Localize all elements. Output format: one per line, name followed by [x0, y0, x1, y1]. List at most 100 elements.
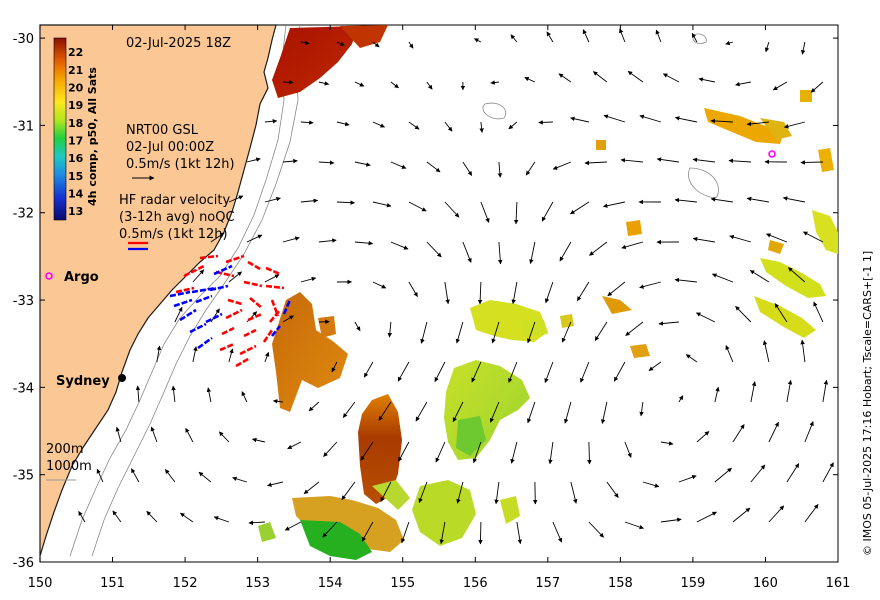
sst-patch	[300, 520, 372, 560]
latitude-tick-label: -36	[13, 556, 34, 571]
current-arrow	[78, 511, 86, 523]
current-arrow	[548, 441, 554, 465]
current-arrow	[526, 321, 536, 344]
sydney-location: Sydney	[56, 374, 126, 389]
current-arrow	[762, 340, 770, 363]
current-arrow	[444, 201, 460, 218]
current-arrow	[397, 361, 410, 382]
colorbar-tick-label: 16	[68, 152, 84, 165]
current-arrow	[558, 73, 572, 83]
current-arrow	[602, 201, 625, 208]
current-arrow	[678, 395, 684, 403]
sst-patch	[626, 220, 642, 236]
current-arrow	[570, 481, 578, 504]
current-arrow	[300, 40, 310, 46]
current-arrow	[510, 441, 518, 464]
sst-patch	[818, 148, 834, 172]
current-arrow	[786, 463, 800, 483]
latitude-tick-label: -30	[13, 32, 34, 47]
current-arrow	[378, 401, 392, 421]
current-arrow	[774, 303, 788, 323]
sst-patch	[760, 118, 792, 140]
current-arrow	[342, 401, 356, 418]
current-arrow	[594, 321, 608, 341]
argo-legend: Argo	[45, 270, 99, 285]
current-arrow	[698, 77, 715, 83]
colorbar-tick-label: 18	[68, 117, 83, 130]
current-arrow	[563, 401, 572, 424]
current-arrow	[541, 201, 554, 222]
current-arrow	[112, 510, 122, 523]
longitude-tick-label: 154	[318, 576, 343, 591]
current-arrow	[341, 481, 356, 501]
current-arrow	[318, 81, 330, 86]
current-arrow	[282, 236, 300, 243]
colorbar-tick-label: 13	[68, 205, 83, 218]
current-arrow	[639, 114, 662, 123]
credit-text: © IMOS 05-Jul-2025 17:16 Hobart; Tscale=…	[861, 251, 874, 556]
current-arrow	[284, 521, 302, 531]
date-title: 02-Jul-2025 18Z	[126, 36, 231, 51]
latitude-tick-label: -33	[13, 294, 34, 309]
current-arrow	[639, 281, 662, 289]
current-arrow	[782, 196, 805, 203]
sst-patch	[812, 210, 838, 254]
current-arrow	[750, 381, 757, 403]
current-arrow	[156, 345, 162, 363]
current-arrow	[570, 116, 589, 123]
latitude-tick-label: -32	[13, 207, 34, 222]
current-arrow	[390, 241, 409, 250]
current-arrow	[171, 385, 176, 403]
current-arrow	[372, 41, 380, 48]
current-arrow	[800, 339, 806, 363]
sst-patch	[358, 394, 402, 504]
current-arrow	[584, 160, 607, 166]
longitude-tick-label: 151	[100, 576, 125, 591]
current-arrow	[471, 361, 482, 383]
altimetry-legend: NRT00 GSL 02-Jul 00:00Z 0.5m/s (1kt 12h)	[126, 123, 235, 181]
current-arrow	[361, 521, 374, 542]
hf-radar-legend: HF radar velocity (3-12h avg) noQC 0.5m/…	[119, 193, 235, 251]
current-arrow	[115, 426, 122, 443]
current-arrow	[473, 38, 482, 43]
current-arrow	[822, 379, 829, 403]
current-arrow	[264, 119, 278, 124]
colorbar-tick-label: 15	[68, 170, 83, 183]
current-arrow	[218, 431, 230, 443]
colorbar-tick-label: 14	[68, 187, 84, 200]
current-arrow	[408, 201, 427, 212]
current-arrow	[561, 321, 572, 343]
colorbar-tick-label: 17	[68, 134, 83, 147]
current-arrow	[513, 201, 519, 225]
longitude-tick-label: 161	[826, 576, 851, 591]
current-arrow	[732, 507, 751, 523]
current-arrow	[766, 233, 788, 243]
current-arrow	[696, 431, 710, 443]
altimetry-legend-line2: 02-Jul 00:00Z	[126, 140, 214, 155]
current-arrow	[580, 361, 590, 383]
current-arrow	[529, 241, 536, 264]
land-area	[39, 24, 277, 562]
current-arrow	[695, 312, 716, 323]
sst-patch	[292, 496, 404, 552]
current-arrow	[444, 281, 450, 305]
current-arrow	[372, 201, 392, 208]
current-arrow	[387, 321, 393, 338]
current-arrow	[150, 426, 158, 443]
current-arrow	[480, 201, 490, 223]
current-arrow	[452, 401, 464, 423]
current-arrow	[318, 160, 335, 165]
current-arrow	[300, 120, 314, 125]
current-arrow	[588, 521, 604, 538]
sydney-marker-icon	[118, 374, 126, 382]
current-arrow	[576, 281, 590, 302]
current-arrow	[228, 348, 234, 363]
current-arrow	[434, 361, 446, 383]
colorbar-tick-label: 22	[68, 46, 83, 59]
sydney-label: Sydney	[56, 374, 110, 389]
current-arrow	[508, 121, 518, 130]
current-arrow	[246, 234, 263, 243]
current-arrow	[96, 468, 104, 483]
sst-patch	[800, 90, 812, 102]
hf-radar-vectors	[169, 254, 292, 368]
